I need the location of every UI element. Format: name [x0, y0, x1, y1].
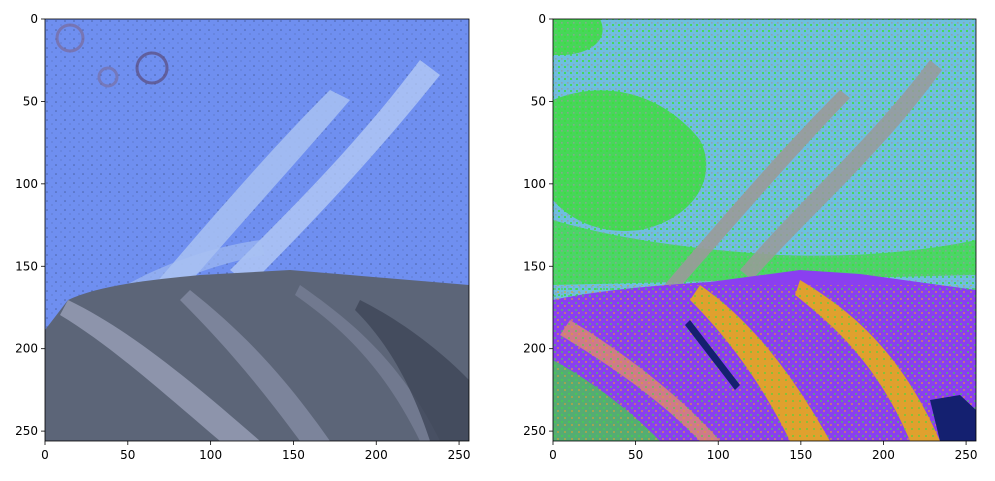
right-y-tick-label-1: 50	[531, 94, 546, 108]
right-x-tick-label-5: 250	[955, 448, 978, 462]
left-crater-3	[97, 66, 119, 88]
right-y-tick-label-4: 200	[523, 342, 546, 356]
left-y-tick-label-1: 50	[23, 94, 38, 108]
left-y-tick-label-4: 200	[15, 342, 38, 356]
left-axes-frame	[44, 18, 470, 442]
right-navy-patch-1	[930, 395, 976, 441]
right-rock-speckle	[553, 285, 976, 441]
left-rock-highlight-2	[180, 290, 330, 441]
right-gray-streak-1	[660, 90, 850, 296]
left-x-tick-label-1: 50	[120, 448, 135, 462]
left-y-tick-label-3: 150	[15, 259, 38, 273]
left-x-tick-label-0: 0	[41, 448, 49, 462]
left-x-tick-label-5: 250	[448, 448, 471, 462]
left-light-streak-2	[230, 60, 440, 285]
left-crater-1	[55, 23, 85, 53]
left-crater-2	[135, 51, 169, 85]
right-navy-streak	[685, 320, 740, 390]
left-rock-shadow	[355, 300, 469, 441]
right-x-tick-label-0: 0	[549, 448, 557, 462]
left-light-streak-1	[150, 90, 350, 300]
left-image-panel	[45, 19, 469, 441]
left-y-tick-label-5: 250	[15, 424, 38, 438]
right-map-panel	[553, 19, 976, 441]
left-x-tick-label-4: 200	[365, 448, 388, 462]
left-rock-highlight-3	[295, 285, 440, 441]
left-y-tick-label-0: 0	[30, 12, 38, 26]
left-light-streak-3	[60, 240, 265, 345]
right-axes-frame	[552, 18, 977, 442]
left-x-tick-label-3: 150	[282, 448, 305, 462]
left-x-tick-label-2: 100	[199, 448, 222, 462]
right-y-tick-label-0: 0	[538, 12, 546, 26]
right-x-tick-label-3: 150	[789, 448, 812, 462]
left-y-tick-label-2: 100	[15, 177, 38, 191]
right-gray-streak-2	[740, 60, 942, 280]
right-y-tick-label-2: 100	[523, 177, 546, 191]
right-x-tick-label-2: 100	[707, 448, 730, 462]
right-x-tick-label-4: 200	[872, 448, 895, 462]
left-rock-highlight-1	[60, 300, 260, 441]
right-y-tick-label-3: 150	[523, 259, 546, 273]
right-x-tick-label-1: 50	[628, 448, 643, 462]
right-y-tick-label-5: 250	[523, 424, 546, 438]
